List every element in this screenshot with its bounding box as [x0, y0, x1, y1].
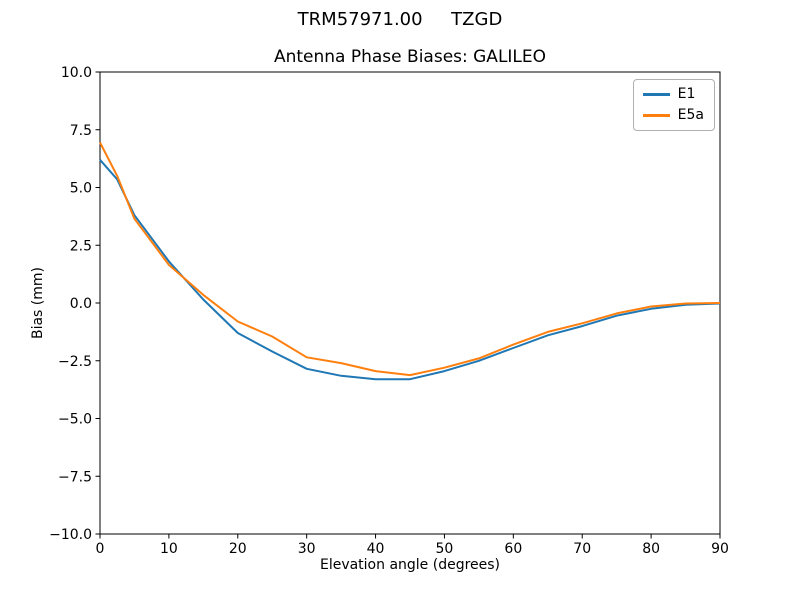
- y-tick-label: −7.5: [58, 469, 92, 485]
- y-axis-label-container: Bias (mm): [28, 72, 48, 534]
- y-tick-label: 5.0: [70, 181, 92, 197]
- x-tick-label: 90: [711, 541, 729, 557]
- x-tick-label: 80: [642, 541, 660, 557]
- y-tick-label: −5.0: [58, 412, 92, 428]
- y-tick-label: 2.5: [70, 238, 92, 254]
- legend-label: E5a: [677, 107, 704, 124]
- x-tick-label: 20: [229, 541, 247, 557]
- y-axis-label: Bias (mm): [30, 266, 46, 340]
- x-tick-label: 60: [504, 541, 522, 557]
- legend-entry-E1: E1: [642, 86, 704, 102]
- legend-label: E1: [677, 86, 696, 102]
- x-tick-label: 30: [298, 541, 316, 557]
- series-line-E1: [99, 159, 721, 381]
- y-tick-label: 10.0: [61, 65, 92, 81]
- x-axis-label: Elevation angle (degrees): [319, 557, 501, 573]
- y-tick-label: −2.5: [58, 354, 92, 370]
- x-tick-label: 40: [367, 541, 385, 557]
- x-tick-label: 0: [96, 541, 105, 557]
- legend-entry-E5a: E5a: [642, 107, 704, 124]
- legend-line-swatch: [642, 113, 670, 117]
- legend-line-swatch: [642, 92, 670, 96]
- y-tick-label: 7.5: [70, 123, 92, 139]
- y-tick-label: 0.0: [70, 296, 92, 312]
- y-tick-label: −10.0: [49, 527, 92, 543]
- legend: E1 E5a: [632, 79, 715, 132]
- series-line-E5a: [99, 142, 721, 377]
- x-tick-label: 10: [160, 541, 178, 557]
- figure-suptitle: TRM57971.00 TZGD: [297, 9, 503, 30]
- x-tick-label: 50: [436, 541, 454, 557]
- x-tick-label: 70: [573, 541, 591, 557]
- axes-title: Antenna Phase Biases: GALILEO: [273, 47, 547, 67]
- axes-frame: [99, 71, 721, 535]
